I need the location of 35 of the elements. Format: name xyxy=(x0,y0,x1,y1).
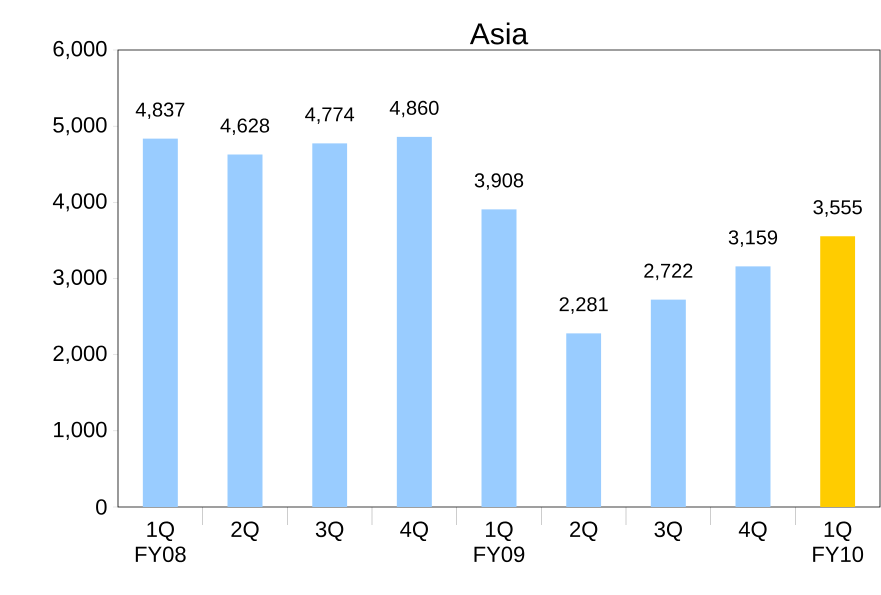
x-tick-label: 3Q xyxy=(654,522,682,542)
x-tick-label: 2Q xyxy=(231,522,259,542)
x-tick-label: 3Q xyxy=(316,522,344,542)
x-tick-label: 2Q xyxy=(570,522,598,542)
x-tick-label: 1Q FY10 xyxy=(813,522,864,562)
chart-title: Asia xyxy=(470,22,528,44)
bar xyxy=(312,143,348,507)
data-label: 4,837 xyxy=(136,102,184,120)
data-label: 3,555 xyxy=(813,200,862,217)
bar xyxy=(820,236,856,507)
y-tick-label: 4,000 xyxy=(52,193,107,212)
y-tick-label: 2,000 xyxy=(54,346,107,364)
y-tick-label: 6,000 xyxy=(54,40,107,60)
y-tick-label: 1,000 xyxy=(54,422,107,440)
data-label: 4,774 xyxy=(305,108,354,124)
x-tick-label: 4Q xyxy=(400,522,428,542)
bar xyxy=(482,209,517,507)
bar xyxy=(228,154,262,507)
data-label: 2,722 xyxy=(644,264,692,280)
x-tick-label: 1Q FY09 xyxy=(474,522,524,562)
x-tick-label: 4Q xyxy=(738,522,767,542)
x-tick-label: 1Q FY08 xyxy=(136,522,186,562)
y-tick-label: 5,000 xyxy=(53,117,107,136)
bar xyxy=(736,266,771,507)
data-label: 3,159 xyxy=(728,230,778,247)
data-label: 2,281 xyxy=(560,297,608,314)
bar xyxy=(396,136,432,507)
y-tick-label: 0 xyxy=(96,499,107,515)
bar xyxy=(566,333,602,507)
data-label: 3,908 xyxy=(474,173,524,190)
data-label: 4,860 xyxy=(390,100,439,118)
bar xyxy=(650,300,686,507)
y-tick-label: 3,000 xyxy=(53,269,107,288)
data-label: 4,628 xyxy=(220,118,270,135)
bar xyxy=(142,138,178,507)
